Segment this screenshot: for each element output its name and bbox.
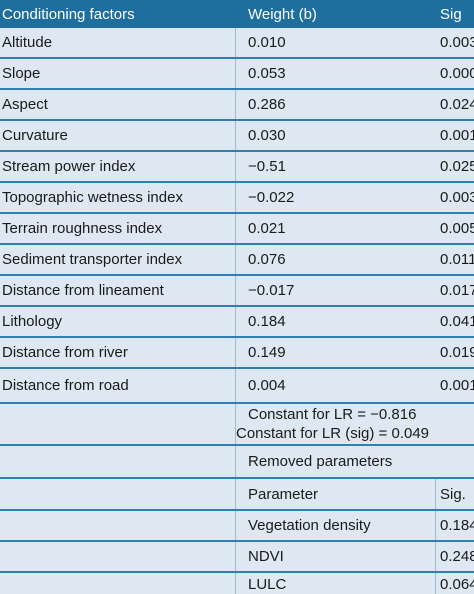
header-sig: Sig — [440, 5, 462, 23]
header-conditioning-factors: Conditioning factors — [2, 5, 135, 23]
weight-cell: 0.149 — [248, 344, 286, 361]
removed-parameters-title-row: Removed parameters — [0, 446, 474, 479]
weight-cell: −0.022 — [248, 189, 295, 206]
sig-cell: 0.001 — [440, 377, 474, 394]
removed-column-divider — [435, 479, 436, 594]
table-row: Stream power index −0.51 0.025 — [0, 152, 474, 183]
factor-cell: Topographic wetness index — [2, 189, 183, 206]
factor-cell: Terrain roughness index — [2, 220, 163, 237]
constant-lr: Constant for LR = −0.816 — [248, 406, 417, 423]
factor-cell: Distance from lineament — [2, 282, 164, 299]
removed-row: Vegetation density 0.184 — [0, 511, 474, 542]
removed-param-cell: Vegetation density — [248, 517, 371, 534]
weight-cell: 0.010 — [248, 34, 286, 51]
table-row: Aspect 0.286 0.024 — [0, 90, 474, 121]
removed-row: NDVI 0.248 — [0, 542, 474, 573]
weight-cell: 0.021 — [248, 220, 286, 237]
factor-cell: Stream power index — [2, 158, 136, 175]
weight-cell: 0.030 — [248, 127, 286, 144]
sig-cell: 0.001 — [440, 127, 474, 144]
sig-cell: 0.019 — [440, 344, 474, 361]
table-row: Distance from lineament −0.017 0.017 — [0, 276, 474, 307]
constant-block: Constant for LR = −0.816 Constant for LR… — [0, 404, 474, 446]
table-row: Curvature 0.030 0.001 — [0, 121, 474, 152]
sig-cell: 0.000 — [440, 65, 474, 82]
table-row: Lithology 0.184 0.041 — [0, 307, 474, 338]
factor-cell: Distance from river — [2, 344, 128, 361]
table-row: Topographic wetness index −0.022 0.003 — [0, 183, 474, 214]
table-row: Distance from river 0.149 0.019 — [0, 338, 474, 369]
sig-cell: 0.005 — [440, 220, 474, 237]
removed-param-cell: LULC — [248, 576, 287, 593]
removed-sig-cell: 0.064 — [440, 576, 474, 593]
removed-row: LULC 0.064 — [0, 573, 474, 594]
removed-sig-cell: 0.184 — [440, 517, 474, 534]
table-row: Altitude 0.010 0.003 — [0, 28, 474, 59]
removed-param-cell: NDVI — [248, 548, 284, 565]
sig-cell: 0.025 — [440, 158, 474, 175]
removed-header-parameter: Parameter — [248, 485, 319, 503]
removed-header-row: Parameter Sig. — [0, 479, 474, 511]
sig-cell: 0.017 — [440, 282, 474, 299]
sig-cell: 0.003 — [440, 189, 474, 206]
factor-cell: Slope — [2, 65, 41, 82]
factor-cell: Sediment transporter index — [2, 251, 183, 268]
factor-cell: Aspect — [2, 96, 48, 113]
sig-cell: 0.024 — [440, 96, 474, 113]
header-weight: Weight (b) — [248, 5, 317, 23]
removed-parameters-title: Removed parameters — [248, 453, 393, 470]
column-divider — [235, 28, 236, 404]
constant-lr-sig: Constant for LR (sig) = 0.049 — [236, 425, 430, 442]
factor-cell: Distance from road — [2, 377, 129, 394]
weight-cell: 0.053 — [248, 65, 286, 82]
factor-cell: Lithology — [2, 313, 63, 330]
sig-cell: 0.003 — [440, 34, 474, 51]
factor-cell: Altitude — [2, 34, 53, 51]
sig-cell: 0.011 — [440, 251, 474, 268]
weight-cell: 0.076 — [248, 251, 286, 268]
table-row: Slope 0.053 0.000 — [0, 59, 474, 90]
removed-header-sig: Sig. — [440, 485, 466, 503]
factor-cell: Curvature — [2, 127, 68, 144]
weight-cell: −0.017 — [248, 282, 295, 299]
weight-cell: −0.51 — [248, 158, 286, 175]
weight-cell: 0.286 — [248, 96, 286, 113]
table-row: Distance from road 0.004 0.001 — [0, 369, 474, 404]
lower-left-divider — [235, 404, 236, 594]
removed-sig-cell: 0.248 — [440, 548, 474, 565]
weight-cell: 0.004 — [248, 377, 286, 394]
table-row: Sediment transporter index 0.076 0.011 — [0, 245, 474, 276]
table-row: Terrain roughness index 0.021 0.005 — [0, 214, 474, 245]
table-header: Conditioning factors Weight (b) Sig — [0, 0, 474, 28]
weight-cell: 0.184 — [248, 313, 286, 330]
sig-cell: 0.041 — [440, 313, 474, 330]
